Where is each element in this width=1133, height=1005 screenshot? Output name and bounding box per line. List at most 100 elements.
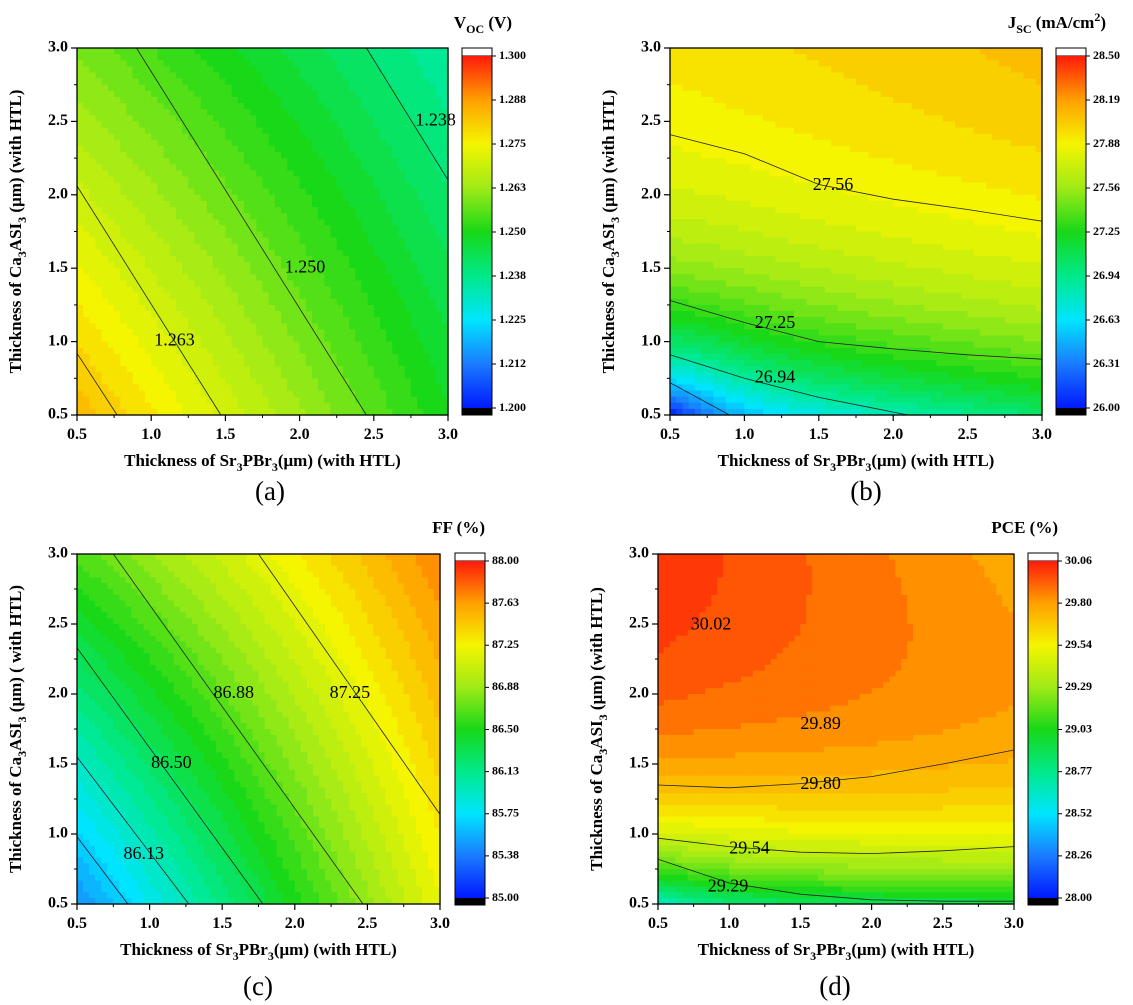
heatmap-cell xyxy=(330,286,338,294)
heatmap-cell xyxy=(732,347,739,355)
heatmap-cell xyxy=(787,115,795,122)
heatmap-cell xyxy=(701,384,708,392)
heatmap-cell xyxy=(145,243,152,251)
heatmap-cell xyxy=(361,268,369,275)
heatmap-cell xyxy=(262,158,270,165)
heatmap-cell xyxy=(392,54,400,61)
heatmap-cell xyxy=(268,353,276,361)
heatmap-cell xyxy=(688,304,696,312)
heatmap-cell xyxy=(182,109,189,116)
heatmap-cell xyxy=(200,133,208,141)
heatmap-cell xyxy=(441,207,449,214)
heatmap-cell xyxy=(138,249,146,257)
heatmap-cell xyxy=(429,213,437,220)
heatmap-cell xyxy=(151,213,158,220)
heatmap-cell xyxy=(132,323,140,330)
heatmap-cell xyxy=(274,188,282,196)
heatmap-cell xyxy=(213,402,220,410)
heatmap-cell xyxy=(256,194,264,202)
heatmap-cell xyxy=(404,121,412,129)
heatmap-cell xyxy=(225,133,233,141)
heatmap-cell xyxy=(744,286,752,294)
heatmap-cell xyxy=(361,372,369,379)
heatmap-cell xyxy=(707,280,714,288)
heatmap-cell xyxy=(83,384,90,392)
heatmap-cell xyxy=(299,390,307,398)
heatmap-cell xyxy=(243,121,251,129)
heatmap-cell xyxy=(157,249,165,257)
heatmap-cell xyxy=(386,103,393,110)
heatmap-cell xyxy=(114,207,121,214)
heatmap-cell xyxy=(732,366,739,373)
heatmap-cell xyxy=(281,182,288,190)
heatmap-cell xyxy=(688,182,696,190)
heatmap-cell xyxy=(231,402,239,410)
heatmap-cell xyxy=(682,274,690,282)
heatmap-cell xyxy=(676,151,683,159)
heatmap-cell xyxy=(719,402,727,410)
heatmap-cell xyxy=(188,372,196,379)
heatmap-cell xyxy=(243,115,251,122)
heatmap-cell xyxy=(744,66,752,74)
heatmap-cell xyxy=(769,54,776,61)
heatmap-cell xyxy=(756,145,764,153)
heatmap-cell xyxy=(256,390,264,398)
heatmap-cell xyxy=(756,311,764,318)
heatmap-cell xyxy=(756,84,764,92)
heatmap-cell xyxy=(373,280,381,288)
heatmap-cell xyxy=(806,78,814,86)
heatmap-cell xyxy=(701,359,708,367)
heatmap-cell xyxy=(688,402,696,410)
heatmap-cell xyxy=(77,182,84,190)
heatmap-cell xyxy=(145,298,152,306)
heatmap-cell xyxy=(769,359,776,367)
heatmap-cell xyxy=(367,292,375,300)
heatmap-cell xyxy=(386,286,393,294)
heatmap-cell xyxy=(404,194,412,202)
heatmap-cell xyxy=(175,182,183,190)
heatmap-cell xyxy=(262,96,270,104)
heatmap-cell xyxy=(101,268,109,275)
heatmap-cell xyxy=(206,121,214,129)
heatmap-cell xyxy=(293,109,301,116)
heatmap-cell xyxy=(417,72,424,80)
heatmap-cell xyxy=(732,145,739,153)
heatmap-cell xyxy=(225,311,233,318)
heatmap-cell xyxy=(398,274,406,282)
heatmap-cell xyxy=(250,151,257,159)
heatmap-cell xyxy=(95,109,103,116)
heatmap-cell xyxy=(713,372,721,379)
heatmap-cell xyxy=(262,176,270,184)
heatmap-cell xyxy=(324,176,332,184)
heatmap-cell xyxy=(169,372,177,379)
heatmap-cell xyxy=(182,366,189,373)
heatmap-cell xyxy=(435,115,443,122)
heatmap-cell xyxy=(194,66,202,74)
heatmap-cell xyxy=(157,274,165,282)
heatmap-cell xyxy=(676,378,683,386)
heatmap-cell xyxy=(250,274,257,282)
heatmap-cell xyxy=(435,372,443,379)
heatmap-cell xyxy=(237,353,245,361)
heatmap-cell xyxy=(763,133,770,141)
heatmap-cell xyxy=(670,390,677,398)
heatmap-cell xyxy=(120,237,128,245)
heatmap-cell xyxy=(676,48,683,55)
heatmap-cell xyxy=(311,243,319,251)
heatmap-cell xyxy=(781,78,789,86)
heatmap-cell xyxy=(120,54,128,61)
heatmap-cell xyxy=(756,115,764,122)
heatmap-cell xyxy=(800,317,807,324)
heatmap-cell xyxy=(738,96,745,104)
heatmap-cell xyxy=(250,194,257,202)
heatmap-cell xyxy=(138,268,146,275)
heatmap-cell xyxy=(336,48,344,55)
heatmap-cell xyxy=(367,145,375,153)
heatmap-cell xyxy=(163,225,171,233)
heatmap-cell xyxy=(744,341,752,349)
heatmap-cell xyxy=(182,274,189,282)
heatmap-cell xyxy=(787,200,795,208)
heatmap-cell xyxy=(423,109,431,116)
heatmap-cell xyxy=(435,311,443,318)
heatmap-cell xyxy=(188,243,196,251)
